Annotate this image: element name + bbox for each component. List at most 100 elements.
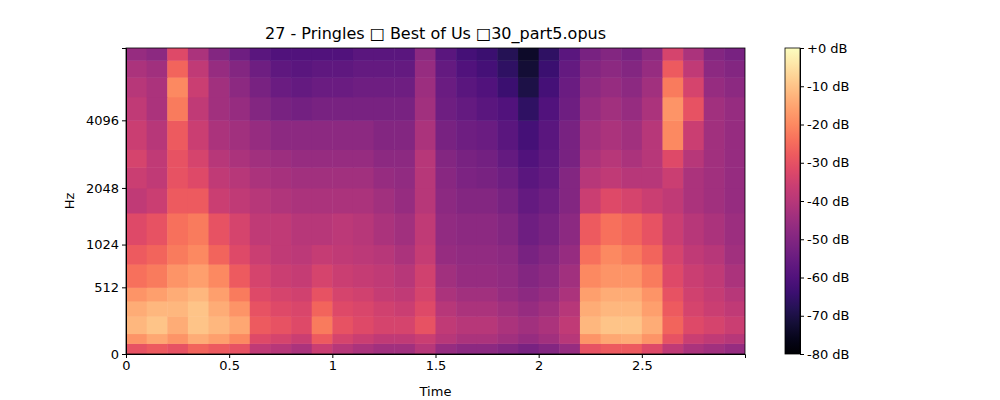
cell xyxy=(704,60,725,77)
cell xyxy=(704,316,725,334)
cell xyxy=(332,188,353,214)
cell xyxy=(188,60,209,77)
cell xyxy=(374,245,395,265)
colorbar-tick-mark xyxy=(800,354,804,355)
cell xyxy=(167,188,188,214)
cell xyxy=(188,316,209,334)
cell xyxy=(724,149,745,167)
cell xyxy=(209,301,230,317)
cell xyxy=(229,301,250,317)
cell xyxy=(662,334,683,344)
cell xyxy=(724,316,745,334)
cell xyxy=(250,120,271,150)
cell xyxy=(353,245,374,265)
cell xyxy=(126,167,147,188)
cell xyxy=(559,213,580,245)
colorbar-tick-mark xyxy=(800,48,804,49)
cell xyxy=(724,60,745,77)
y-axis-title: Hz xyxy=(62,193,77,210)
cell xyxy=(539,334,560,344)
cell xyxy=(209,213,230,245)
cell xyxy=(580,167,601,188)
cell xyxy=(209,77,230,97)
cell xyxy=(332,343,353,354)
cell xyxy=(147,149,168,167)
colorbar-tick-mark xyxy=(800,86,804,87)
cell xyxy=(229,343,250,354)
cell xyxy=(147,287,168,301)
cell xyxy=(456,213,477,245)
cell xyxy=(580,245,601,265)
cell xyxy=(209,343,230,354)
cell xyxy=(229,167,250,188)
cell xyxy=(270,97,291,121)
cell xyxy=(456,97,477,121)
cell xyxy=(518,120,539,150)
cell xyxy=(415,245,436,265)
cell xyxy=(229,97,250,121)
y-tick-mark xyxy=(122,245,126,246)
cell xyxy=(580,301,601,317)
cell xyxy=(270,213,291,245)
colorbar xyxy=(785,48,800,354)
cell xyxy=(601,245,622,265)
cell xyxy=(415,120,436,150)
cell xyxy=(683,264,704,288)
cell xyxy=(415,167,436,188)
cell xyxy=(126,77,147,97)
cell xyxy=(353,334,374,344)
cell xyxy=(332,213,353,245)
cell xyxy=(394,343,415,354)
cell xyxy=(436,77,457,97)
cell xyxy=(167,316,188,334)
x-tick: 2 xyxy=(535,354,543,373)
cell xyxy=(209,60,230,77)
cell xyxy=(539,316,560,334)
cell xyxy=(518,213,539,245)
cell xyxy=(456,48,477,61)
y-tick-label: 4096 xyxy=(86,113,119,128)
cell xyxy=(291,167,312,188)
cell xyxy=(683,245,704,265)
cell xyxy=(601,48,622,61)
cell xyxy=(291,316,312,334)
colorbar-axis-line xyxy=(801,49,805,355)
cell xyxy=(642,343,663,354)
colorbar-tick-mark xyxy=(800,201,804,202)
cell xyxy=(621,343,642,354)
cell xyxy=(147,60,168,77)
cell xyxy=(497,120,518,150)
cell xyxy=(456,287,477,301)
cell xyxy=(415,97,436,121)
cell xyxy=(642,334,663,344)
colorbar-tick-label: -20 dB xyxy=(807,117,850,132)
colorbar-tick: -10 dB xyxy=(800,79,850,94)
cell xyxy=(270,316,291,334)
cell xyxy=(270,343,291,354)
cell xyxy=(394,149,415,167)
cell xyxy=(724,48,745,61)
cell xyxy=(415,316,436,334)
cell xyxy=(415,60,436,77)
cell xyxy=(332,316,353,334)
cell xyxy=(250,301,271,317)
cell xyxy=(497,188,518,214)
cell xyxy=(312,213,333,245)
cell xyxy=(209,264,230,288)
cell xyxy=(477,287,498,301)
cell xyxy=(642,48,663,61)
colorbar-tick-label: -70 dB xyxy=(807,308,850,323)
cell xyxy=(229,316,250,334)
cell xyxy=(374,316,395,334)
cell xyxy=(415,334,436,344)
cell xyxy=(539,264,560,288)
cell xyxy=(477,97,498,121)
cell xyxy=(167,264,188,288)
cell xyxy=(601,77,622,97)
cell xyxy=(559,48,580,61)
cell xyxy=(147,334,168,344)
colorbar-tick-label: +0 dB xyxy=(807,41,847,56)
cell xyxy=(126,264,147,288)
cell xyxy=(539,60,560,77)
cell xyxy=(683,213,704,245)
